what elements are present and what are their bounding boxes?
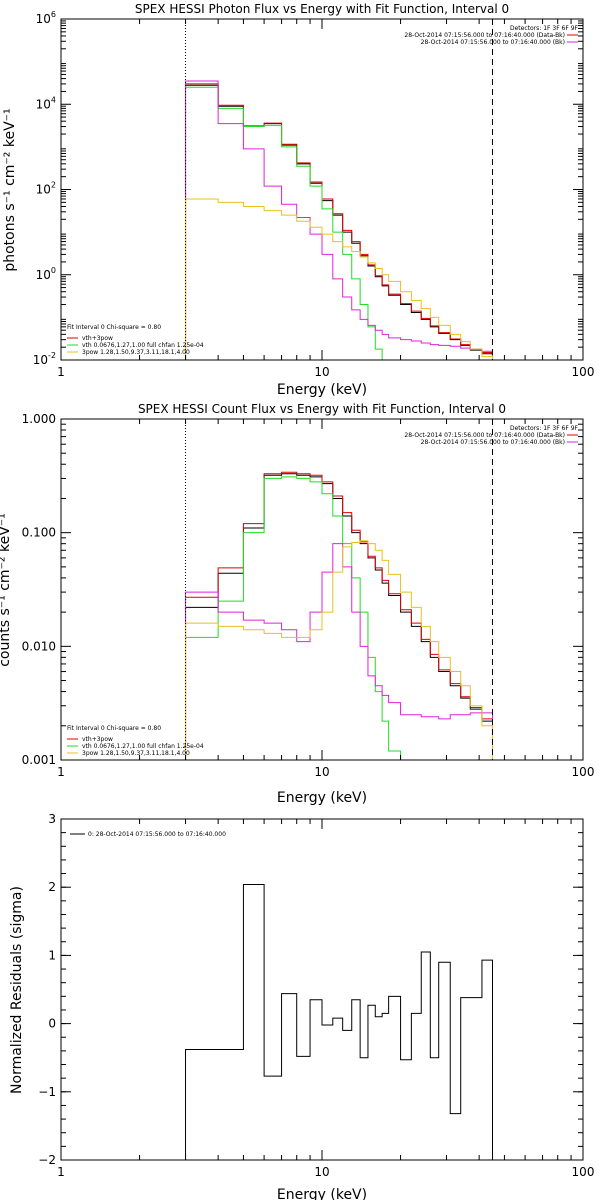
legend-bottom-left: Fit Interval 0 Chi-square = 0.80 vth+3po… — [67, 324, 204, 356]
y-tick-label: 102 — [36, 181, 56, 197]
y-tick-label: 1 — [48, 948, 56, 962]
y-axis-label: Normalized Residuals (sigma) — [9, 886, 25, 1094]
y-tick-label: 106 — [36, 10, 56, 26]
legend-detectors: Detectors: 1F 3F 6F 9F — [510, 425, 579, 432]
legend-top-left: 0: 28-Oct-2014 07:15:56.000 to 07:16:40.… — [70, 831, 226, 838]
series-0-step-line — [185, 473, 493, 760]
x-axis-label: Energy (keV) — [277, 382, 367, 398]
legend-bk: 28-Oct-2014 07:15:56.000 to 07:16:40.000… — [421, 39, 565, 46]
series-4-step-line — [185, 198, 493, 360]
y-tick-label: 0.010 — [22, 639, 56, 653]
y-tick-label: 1.000 — [22, 412, 56, 426]
y-tick-label: −2 — [38, 1153, 56, 1167]
y-tick-label: 3 — [48, 812, 56, 826]
y-tick-label: 0 — [48, 1017, 56, 1031]
legend-total-model: vth+3pow — [82, 335, 113, 342]
y-tick-label: 0.001 — [22, 753, 56, 767]
series-1-step-line — [185, 471, 493, 760]
x-tick-label: 10 — [314, 765, 329, 779]
count-flux-panel: SPEX HESSI Count Flux vs Energy with Fit… — [0, 402, 594, 806]
legend-fit-interval: Fit Interval 0 Chi-square = 0.80 — [67, 324, 161, 331]
x-axis-label: Energy (keV) — [277, 1187, 367, 1200]
legend-fit-interval: Fit Interval 0 Chi-square = 0.80 — [67, 725, 161, 732]
legend-top-right: Detectors: 1F 3F 6F 9F 28-Oct-2014 07:15… — [404, 425, 578, 446]
y-tick-label: 2 — [48, 880, 56, 894]
legend-total-model: vth+3pow — [82, 736, 113, 743]
legend-vth: vth 0.0676,1.27,1.00 full chfan 1.25e-04 — [82, 743, 204, 750]
legend-3pow: 3pow 1.28,1.50,9.37,3.11,18.1,4.00 — [82, 349, 190, 356]
series-2-step-line — [185, 476, 412, 761]
series-0-step-line — [185, 84, 493, 360]
x-tick-label: 100 — [572, 365, 595, 379]
legend-data-minus-bk: 28-Oct-2014 07:15:56.000 to 07:16:40.000… — [404, 32, 565, 39]
legend-bottom-left: Fit Interval 0 Chi-square = 0.80 vth+3po… — [67, 725, 204, 757]
y-tick-label: 0.100 — [22, 526, 56, 540]
x-tick-label: 100 — [572, 765, 595, 779]
series-4-step-line — [185, 540, 505, 761]
y-tick-label: 10-2 — [33, 351, 56, 367]
x-tick-label: 1 — [57, 1165, 65, 1179]
y-tick-label: −1 — [38, 1085, 56, 1099]
series-3-step-line — [185, 80, 493, 360]
legend-bk: 28-Oct-2014 07:15:56.000 to 07:16:40.000… — [421, 439, 565, 446]
x-tick-label: 1 — [57, 365, 65, 379]
y-tick-label: 104 — [36, 95, 56, 111]
y-axis-label: photons s⁻¹ cm⁻² keV⁻¹ — [2, 108, 18, 271]
legend-vth: vth 0.0676,1.27,1.00 full chfan 1.25e-04 — [82, 342, 204, 349]
x-axis-label: Energy (keV) — [277, 790, 367, 806]
series-0-step-line — [185, 883, 493, 1160]
series-1-step-line — [185, 83, 493, 360]
legend-detectors: Detectors: 1F 3F 6F 9F — [510, 25, 579, 32]
series-2-step-line — [185, 86, 493, 361]
legend-top-right: Detectors: 1F 3F 6F 9F 28-Oct-2014 07:15… — [404, 25, 578, 46]
x-tick-label: 100 — [572, 1165, 595, 1179]
x-tick-label: 1 — [57, 765, 65, 779]
legend-residual-interval: 0: 28-Oct-2014 07:15:56.000 to 07:16:40.… — [88, 831, 226, 838]
y-tick-label: 100 — [36, 266, 56, 282]
plot-frame — [60, 818, 584, 1161]
series-3-step-line — [185, 543, 493, 760]
legend-data-minus-bk: 28-Oct-2014 07:15:56.000 to 07:16:40.000… — [404, 432, 565, 439]
y-axis-label: counts s⁻¹ cm⁻² keV⁻¹ — [0, 513, 13, 667]
x-tick-label: 10 — [314, 1165, 329, 1179]
photon-flux-panel: SPEX HESSI Photon Flux vs Energy with Fi… — [2, 2, 594, 398]
photon-flux-title: SPEX HESSI Photon Flux vs Energy with Fi… — [135, 2, 509, 16]
x-tick-label: 10 — [314, 365, 329, 379]
count-flux-title: SPEX HESSI Count Flux vs Energy with Fit… — [138, 402, 506, 416]
legend-3pow: 3pow 1.28,1.50,9.37,3.11,18.1,4.00 — [82, 750, 190, 757]
